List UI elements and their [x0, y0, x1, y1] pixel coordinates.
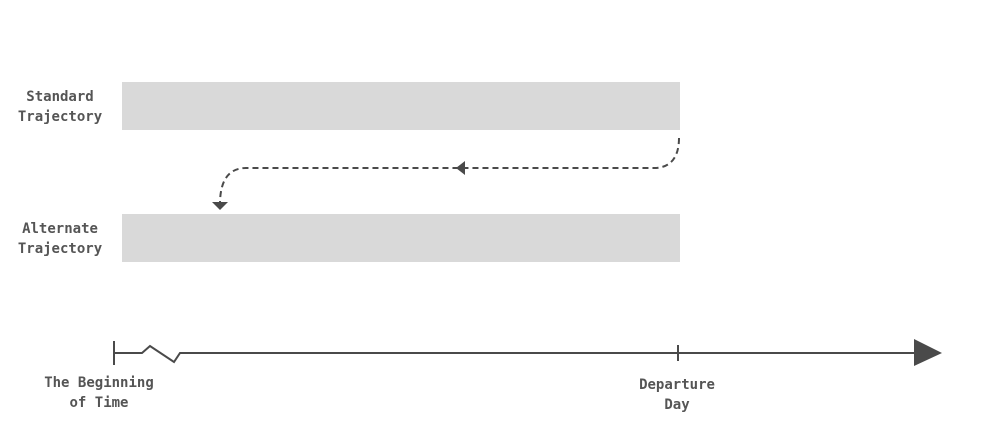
jump-direction-arrowhead: [456, 161, 465, 175]
jump-back-dashed-path: [219, 137, 680, 205]
beginning-of-time-label-line2: of Time: [69, 395, 129, 411]
alternate-trajectory-label-line1: Alternate: [22, 221, 98, 237]
alternate-trajectory-label: Alternate Trajectory: [10, 219, 110, 259]
standard-trajectory-bar: [122, 82, 680, 130]
standard-trajectory-label: Standard Trajectory: [10, 87, 110, 127]
time-axis-line: [114, 344, 918, 364]
departure-day-label: Departure Day: [626, 375, 728, 415]
departure-day-label-line2: Day: [664, 397, 690, 413]
alternate-trajectory-label-line2: Trajectory: [17, 241, 103, 257]
alternate-trajectory-bar: [122, 214, 680, 262]
departure-day-label-line1: Departure: [639, 377, 715, 393]
standard-trajectory-label-line2: Trajectory: [17, 109, 103, 125]
jump-end-arrowhead: [212, 202, 228, 210]
time-axis-arrowhead: [914, 339, 942, 366]
standard-trajectory-label-line1: Standard: [26, 89, 94, 105]
beginning-of-time-label-line1: The Beginning: [44, 375, 154, 391]
beginning-of-time-label: The Beginning of Time: [38, 373, 160, 413]
